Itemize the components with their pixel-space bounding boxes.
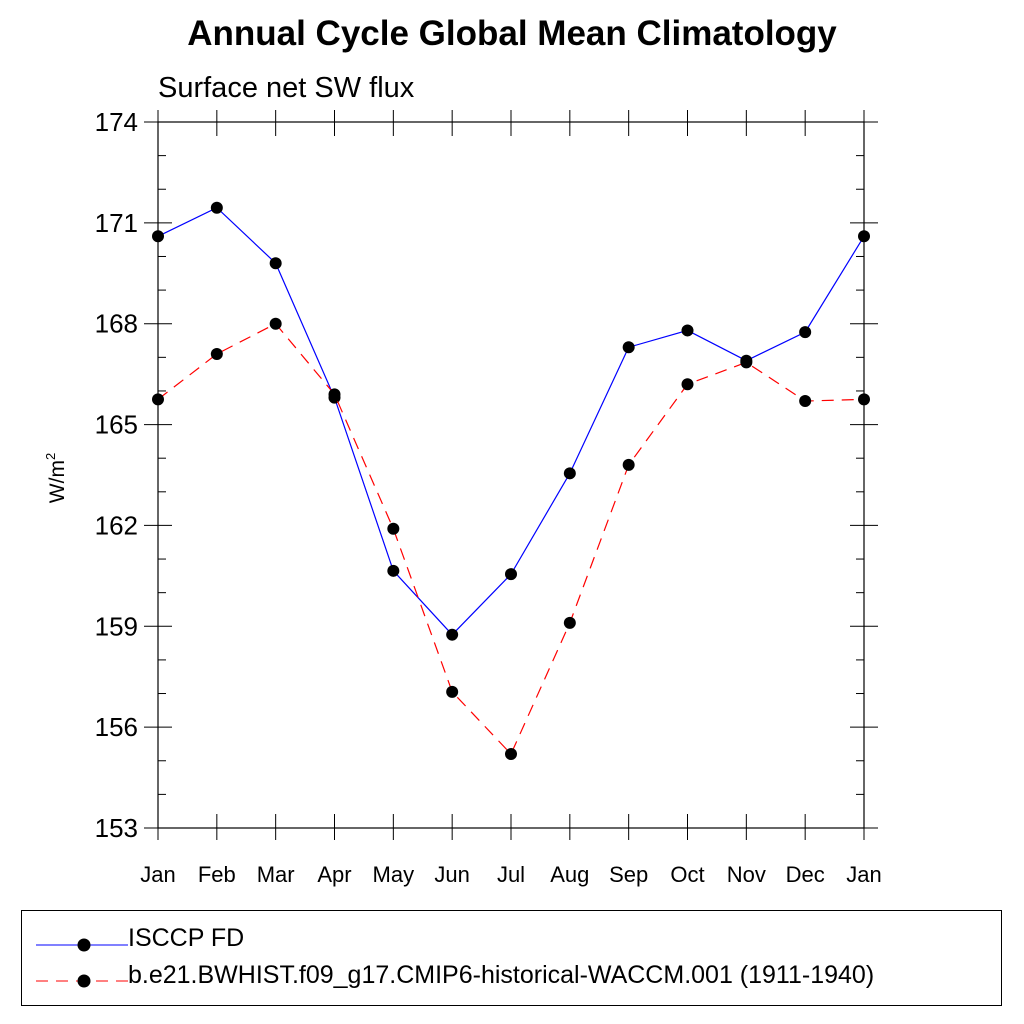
data-point: [681, 324, 694, 337]
y-tick-label: 156: [95, 712, 138, 742]
y-axis-unit: W/m: [46, 460, 69, 503]
data-point: [446, 685, 459, 698]
x-tick-label: Jan: [846, 862, 881, 887]
x-tick-label: Jan: [140, 862, 175, 887]
x-tick-label: Aug: [550, 862, 589, 887]
y-tick-label: 153: [95, 813, 138, 843]
data-point: [387, 564, 400, 577]
x-tick-label: Dec: [786, 862, 825, 887]
chart-title: Annual Cycle Global Mean Climatology: [187, 14, 837, 53]
x-tick-label: Jun: [434, 862, 469, 887]
data-point: [152, 393, 164, 406]
y-tick-label: 159: [95, 611, 138, 641]
y-tick-label: 168: [95, 309, 138, 339]
axes: [144, 110, 878, 840]
x-tick-label: Nov: [727, 862, 766, 887]
legend-item-isccp: ISCCP FD: [22, 919, 1001, 959]
x-tick-label: Apr: [317, 862, 351, 887]
legend-item-waccm: b.e21.BWHIST.f09_g17.CMIP6-historical-WA…: [22, 959, 1001, 999]
y-tick-label: 174: [95, 107, 138, 137]
data-point: [622, 341, 635, 354]
x-tick-label: Oct: [670, 862, 704, 887]
x-tick-label: Mar: [257, 862, 295, 887]
y-tick-labels: 153 156 159 162 165 168 171 174: [95, 107, 138, 843]
legend-marker-waccm: [77, 974, 91, 988]
data-point: [563, 616, 576, 629]
data-point: [152, 230, 164, 243]
legend-swatch-waccm: [36, 974, 128, 988]
data-point: [858, 230, 870, 243]
y-axis-unit-exponent: 2: [43, 453, 58, 460]
y-tick-label: 165: [95, 410, 138, 440]
legend-marker-isccp: [77, 938, 91, 952]
y-tick-label: 162: [95, 510, 138, 540]
y-tick-label: 171: [95, 208, 138, 238]
data-point: [210, 201, 223, 214]
data-point: [269, 257, 282, 270]
legend: ISCCP FD b.e21.BWHIST.f09_g17.CMIP6-hist…: [21, 910, 1002, 1006]
series-line: [157, 322, 865, 756]
series-isccp: [152, 201, 870, 641]
data-point: [505, 568, 517, 581]
data-point: [858, 393, 870, 406]
chart-subtitle: Surface net SW flux: [158, 72, 415, 104]
series-layer: [152, 201, 870, 761]
data-point: [681, 378, 694, 391]
data-point: [799, 395, 812, 408]
data-point: [622, 458, 635, 471]
legend-label-waccm: b.e21.BWHIST.f09_g17.CMIP6-historical-WA…: [128, 961, 875, 989]
legend-label-isccp: ISCCP FD: [128, 924, 245, 952]
data-point: [387, 522, 400, 535]
data-point: [799, 326, 812, 339]
data-point: [210, 347, 223, 360]
series-waccm: [152, 317, 870, 761]
x-tick-labels: Jan Feb Mar Apr May Jun Jul Aug Sep Oct Nov Dec Jan: [140, 862, 881, 887]
plot-frame: [157, 121, 865, 829]
y-axis-title: W/m2: [43, 453, 69, 503]
x-tick-label: Feb: [198, 862, 236, 887]
plot-area: 153 156 159 162 165 168 171 174 Jan Feb Mar Apr May…: [43, 107, 882, 887]
data-point: [269, 317, 282, 330]
x-tick-label: Jul: [497, 862, 525, 887]
data-point: [563, 467, 576, 480]
legend-swatch-isccp: [36, 938, 128, 952]
x-tick-label: May: [373, 862, 415, 887]
data-point: [328, 388, 341, 401]
x-tick-label: Sep: [609, 862, 648, 887]
data-point: [505, 748, 517, 761]
data-point: [740, 356, 753, 369]
data-point: [446, 628, 459, 641]
